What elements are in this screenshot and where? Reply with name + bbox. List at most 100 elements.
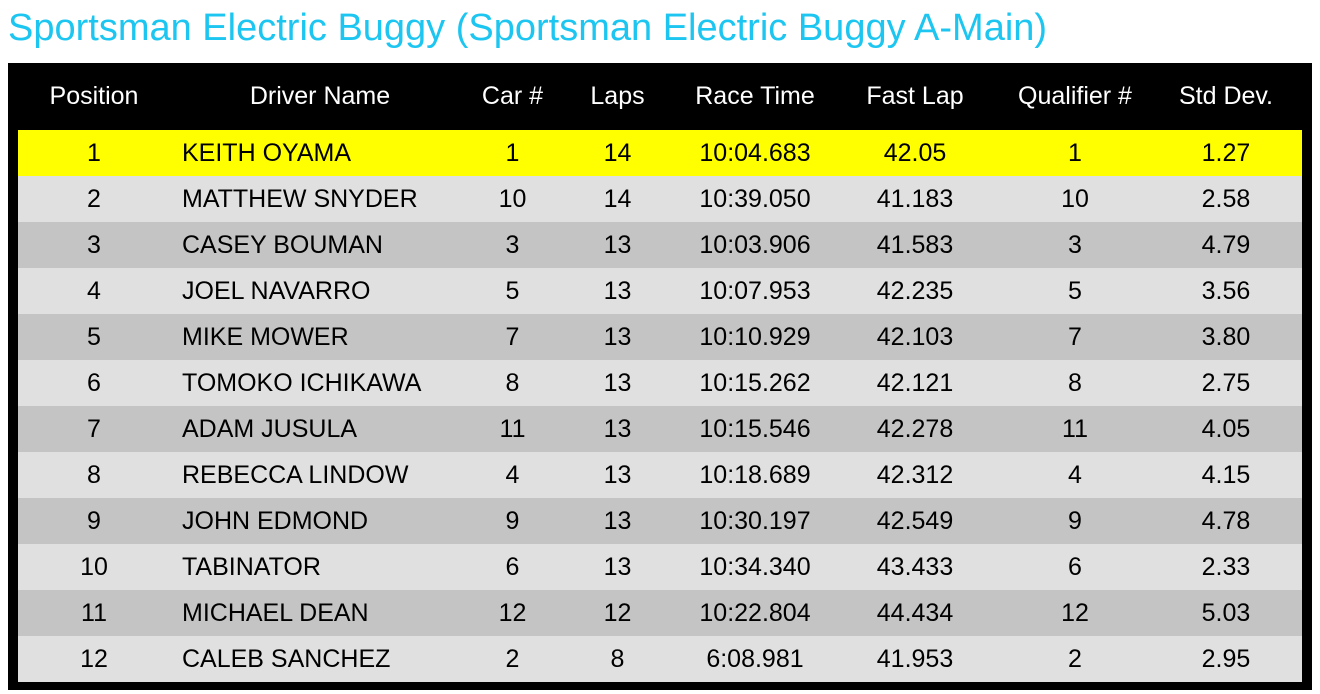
result-row: 5 MIKE MOWER 7 13 10:10.929 42.103 7 3.80 (18, 314, 1302, 360)
cell: 2 (470, 636, 555, 682)
cell: 9 (1000, 498, 1150, 544)
cell: 2 (1000, 636, 1150, 682)
cell: CALEB SANCHEZ (170, 636, 470, 682)
column-header: Position (49, 82, 139, 110)
cell: 10 (18, 544, 170, 590)
cell: MIKE MOWER (170, 314, 470, 360)
cell: 4.15 (1150, 452, 1302, 498)
cell: 1 (470, 130, 555, 176)
column-header: Qualifier # (1018, 82, 1132, 110)
cell: 42.549 (830, 498, 1000, 544)
column-header: Car # (481, 82, 544, 110)
column-header: Driver Name (249, 82, 391, 110)
cell: 10:04.683 (680, 130, 830, 176)
column-header: Fast Lap (866, 82, 964, 110)
cell: 1.27 (1150, 130, 1302, 176)
cell: 42.312 (830, 452, 1000, 498)
results-table: Position Driver Name Car # Laps Race Time Fas… (18, 63, 1302, 682)
cell: 10:30.197 (680, 498, 830, 544)
result-row: 10 TABINATOR 6 13 10:34.340 43.433 6 2.33 (18, 544, 1302, 590)
cell: 10:10.929 (680, 314, 830, 360)
cell: 2.75 (1150, 360, 1302, 406)
cell: 5 (18, 314, 170, 360)
cell: 42.05 (830, 130, 1000, 176)
header-row: Position Driver Name Car # Laps Race Time Fas… (18, 63, 1302, 130)
cell: CASEY BOUMAN (170, 222, 470, 268)
cell: 10:22.804 (680, 590, 830, 636)
cell: 13 (555, 498, 680, 544)
cell: 5 (470, 268, 555, 314)
cell: 13 (555, 222, 680, 268)
cell: 42.235 (830, 268, 1000, 314)
cell: 10:07.953 (680, 268, 830, 314)
cell: KEITH OYAMA (170, 130, 470, 176)
cell: 1 (1000, 130, 1150, 176)
cell: 13 (555, 360, 680, 406)
cell: 43.433 (830, 544, 1000, 590)
cell: 10:15.262 (680, 360, 830, 406)
column-header: Race Time (695, 82, 815, 110)
cell: TOMOKO ICHIKAWA (170, 360, 470, 406)
cell: 13 (555, 314, 680, 360)
cell: 41.183 (830, 176, 1000, 222)
result-row: 1 KEITH OYAMA 1 14 10:04.683 42.05 1 1.27 (18, 130, 1302, 176)
cell: JOEL NAVARRO (170, 268, 470, 314)
cell: 4.78 (1150, 498, 1302, 544)
result-row: 6 TOMOKO ICHIKAWA 8 13 10:15.262 42.121 8 2.75 (18, 360, 1302, 406)
cell: 2 (18, 176, 170, 222)
cell: 13 (555, 544, 680, 590)
cell: 5.03 (1150, 590, 1302, 636)
cell: 4.05 (1150, 406, 1302, 452)
cell: 3 (18, 222, 170, 268)
cell: 12 (18, 636, 170, 682)
column-header: Laps (590, 82, 645, 110)
result-row: 2 MATTHEW SNYDER 10 14 10:39.050 41.183 10 2.58 (18, 176, 1302, 222)
cell: MICHAEL DEAN (170, 590, 470, 636)
cell: 3.56 (1150, 268, 1302, 314)
cell: ADAM JUSULA (170, 406, 470, 452)
cell: 13 (555, 406, 680, 452)
cell: 14 (555, 130, 680, 176)
cell: 2.33 (1150, 544, 1302, 590)
cell: 44.434 (830, 590, 1000, 636)
cell: 6 (1000, 544, 1150, 590)
cell: 4 (18, 268, 170, 314)
cell: 5 (1000, 268, 1150, 314)
result-row: 4 JOEL NAVARRO 5 13 10:07.953 42.235 5 3.56 (18, 268, 1302, 314)
results-panel: Position Driver Name Car # Laps Race Time Fas… (8, 63, 1312, 690)
cell: 13 (555, 268, 680, 314)
cell: 8 (18, 452, 170, 498)
cell: 9 (18, 498, 170, 544)
cell: 8 (1000, 360, 1150, 406)
cell: 10:39.050 (680, 176, 830, 222)
table-body: 1 KEITH OYAMA 1 14 10:04.683 42.05 1 1.27 2 MATTH… (18, 130, 1302, 682)
cell: 10:18.689 (680, 452, 830, 498)
cell: 12 (470, 590, 555, 636)
cell: 3 (470, 222, 555, 268)
cell: 13 (555, 452, 680, 498)
cell: MATTHEW SNYDER (170, 176, 470, 222)
cell: 41.953 (830, 636, 1000, 682)
cell: 11 (18, 590, 170, 636)
cell: 3.80 (1150, 314, 1302, 360)
column-header: Std Dev. (1178, 82, 1274, 110)
cell: 7 (1000, 314, 1150, 360)
cell: 6 (18, 360, 170, 406)
cell: 8 (470, 360, 555, 406)
result-row: 11 MICHAEL DEAN 12 12 10:22.804 44.434 12 5.03 (18, 590, 1302, 636)
cell: 10:15.546 (680, 406, 830, 452)
cell: 10:03.906 (680, 222, 830, 268)
cell: TABINATOR (170, 544, 470, 590)
cell: 4.79 (1150, 222, 1302, 268)
cell: 41.583 (830, 222, 1000, 268)
cell: 12 (1000, 590, 1150, 636)
cell: 11 (470, 406, 555, 452)
cell: 4 (1000, 452, 1150, 498)
result-row: 12 CALEB SANCHEZ 2 8 6:08.981 41.953 2 2.95 (18, 636, 1302, 682)
cell: 10 (1000, 176, 1150, 222)
result-row: 8 REBECCA LINDOW 4 13 10:18.689 42.312 4 4.15 (18, 452, 1302, 498)
cell: 4 (470, 452, 555, 498)
result-row: 3 CASEY BOUMAN 3 13 10:03.906 41.583 3 4.79 (18, 222, 1302, 268)
cell: 42.121 (830, 360, 1000, 406)
cell: 1 (18, 130, 170, 176)
